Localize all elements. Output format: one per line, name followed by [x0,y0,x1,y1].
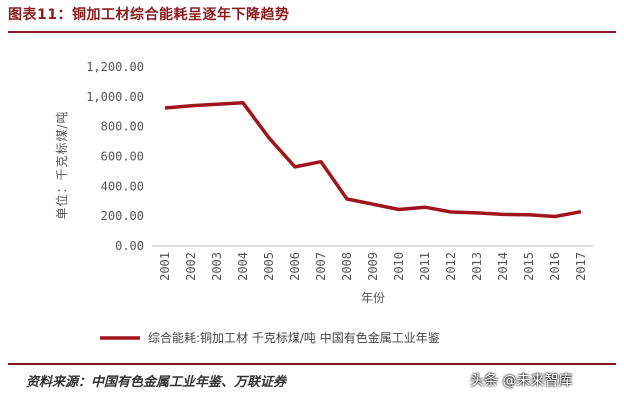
x-tick-label: 2011 [418,252,432,281]
x-tick-label: 2007 [314,252,328,281]
x-tick-label: 2005 [262,252,276,281]
watermark: 头条 @未来智库 [470,373,573,389]
x-tick-label: 2002 [184,252,198,281]
line-chart: 0.00 200.00 400.00 600.00 800.00 1,000.00 1,20… [54,60,594,345]
x-tick-label: 2006 [288,252,302,281]
x-tick-label: 2004 [236,252,250,281]
top-divider [8,31,616,33]
x-axis-label: 年份 [361,291,385,305]
x-tick-label: 2001 [158,252,172,281]
x-tick-label: 2014 [496,252,510,281]
y-tick-label: 1,200.00 [86,60,144,74]
x-tick-label: 2010 [392,252,406,281]
source-note: 资料来源：中国有色金属工业年鉴、万联证券 [26,375,287,390]
x-tick-label: 2013 [470,252,484,281]
y-tick-label: 0.00 [115,239,144,253]
y-tick-label: 600.00 [101,150,144,164]
x-tick-label: 2009 [366,252,380,281]
y-tick-label: 1,000.00 [86,90,144,104]
y-tick-label: 400.00 [101,179,144,193]
series-line-energy-consumption [164,101,582,219]
bottom-divider [8,363,616,365]
x-tick-label: 2008 [340,252,354,281]
x-tick-label: 2016 [548,252,562,281]
y-tick-label: 200.00 [101,209,144,223]
legend-label: 综合能耗:铜加工材 千克标煤/吨 中国有色金属工业年鉴 [148,330,440,345]
x-tick-label: 2003 [210,252,224,281]
x-tick-label: 2017 [574,252,588,281]
figure-title: 图表11：铜加工材综合能耗呈逐年下降趋势 [8,7,290,23]
y-axis-label: 单位：千克标煤/吨 [54,110,69,219]
x-tick-label: 2015 [522,252,536,281]
x-tick-label: 2012 [444,252,458,281]
y-tick-label: 800.00 [101,120,144,134]
